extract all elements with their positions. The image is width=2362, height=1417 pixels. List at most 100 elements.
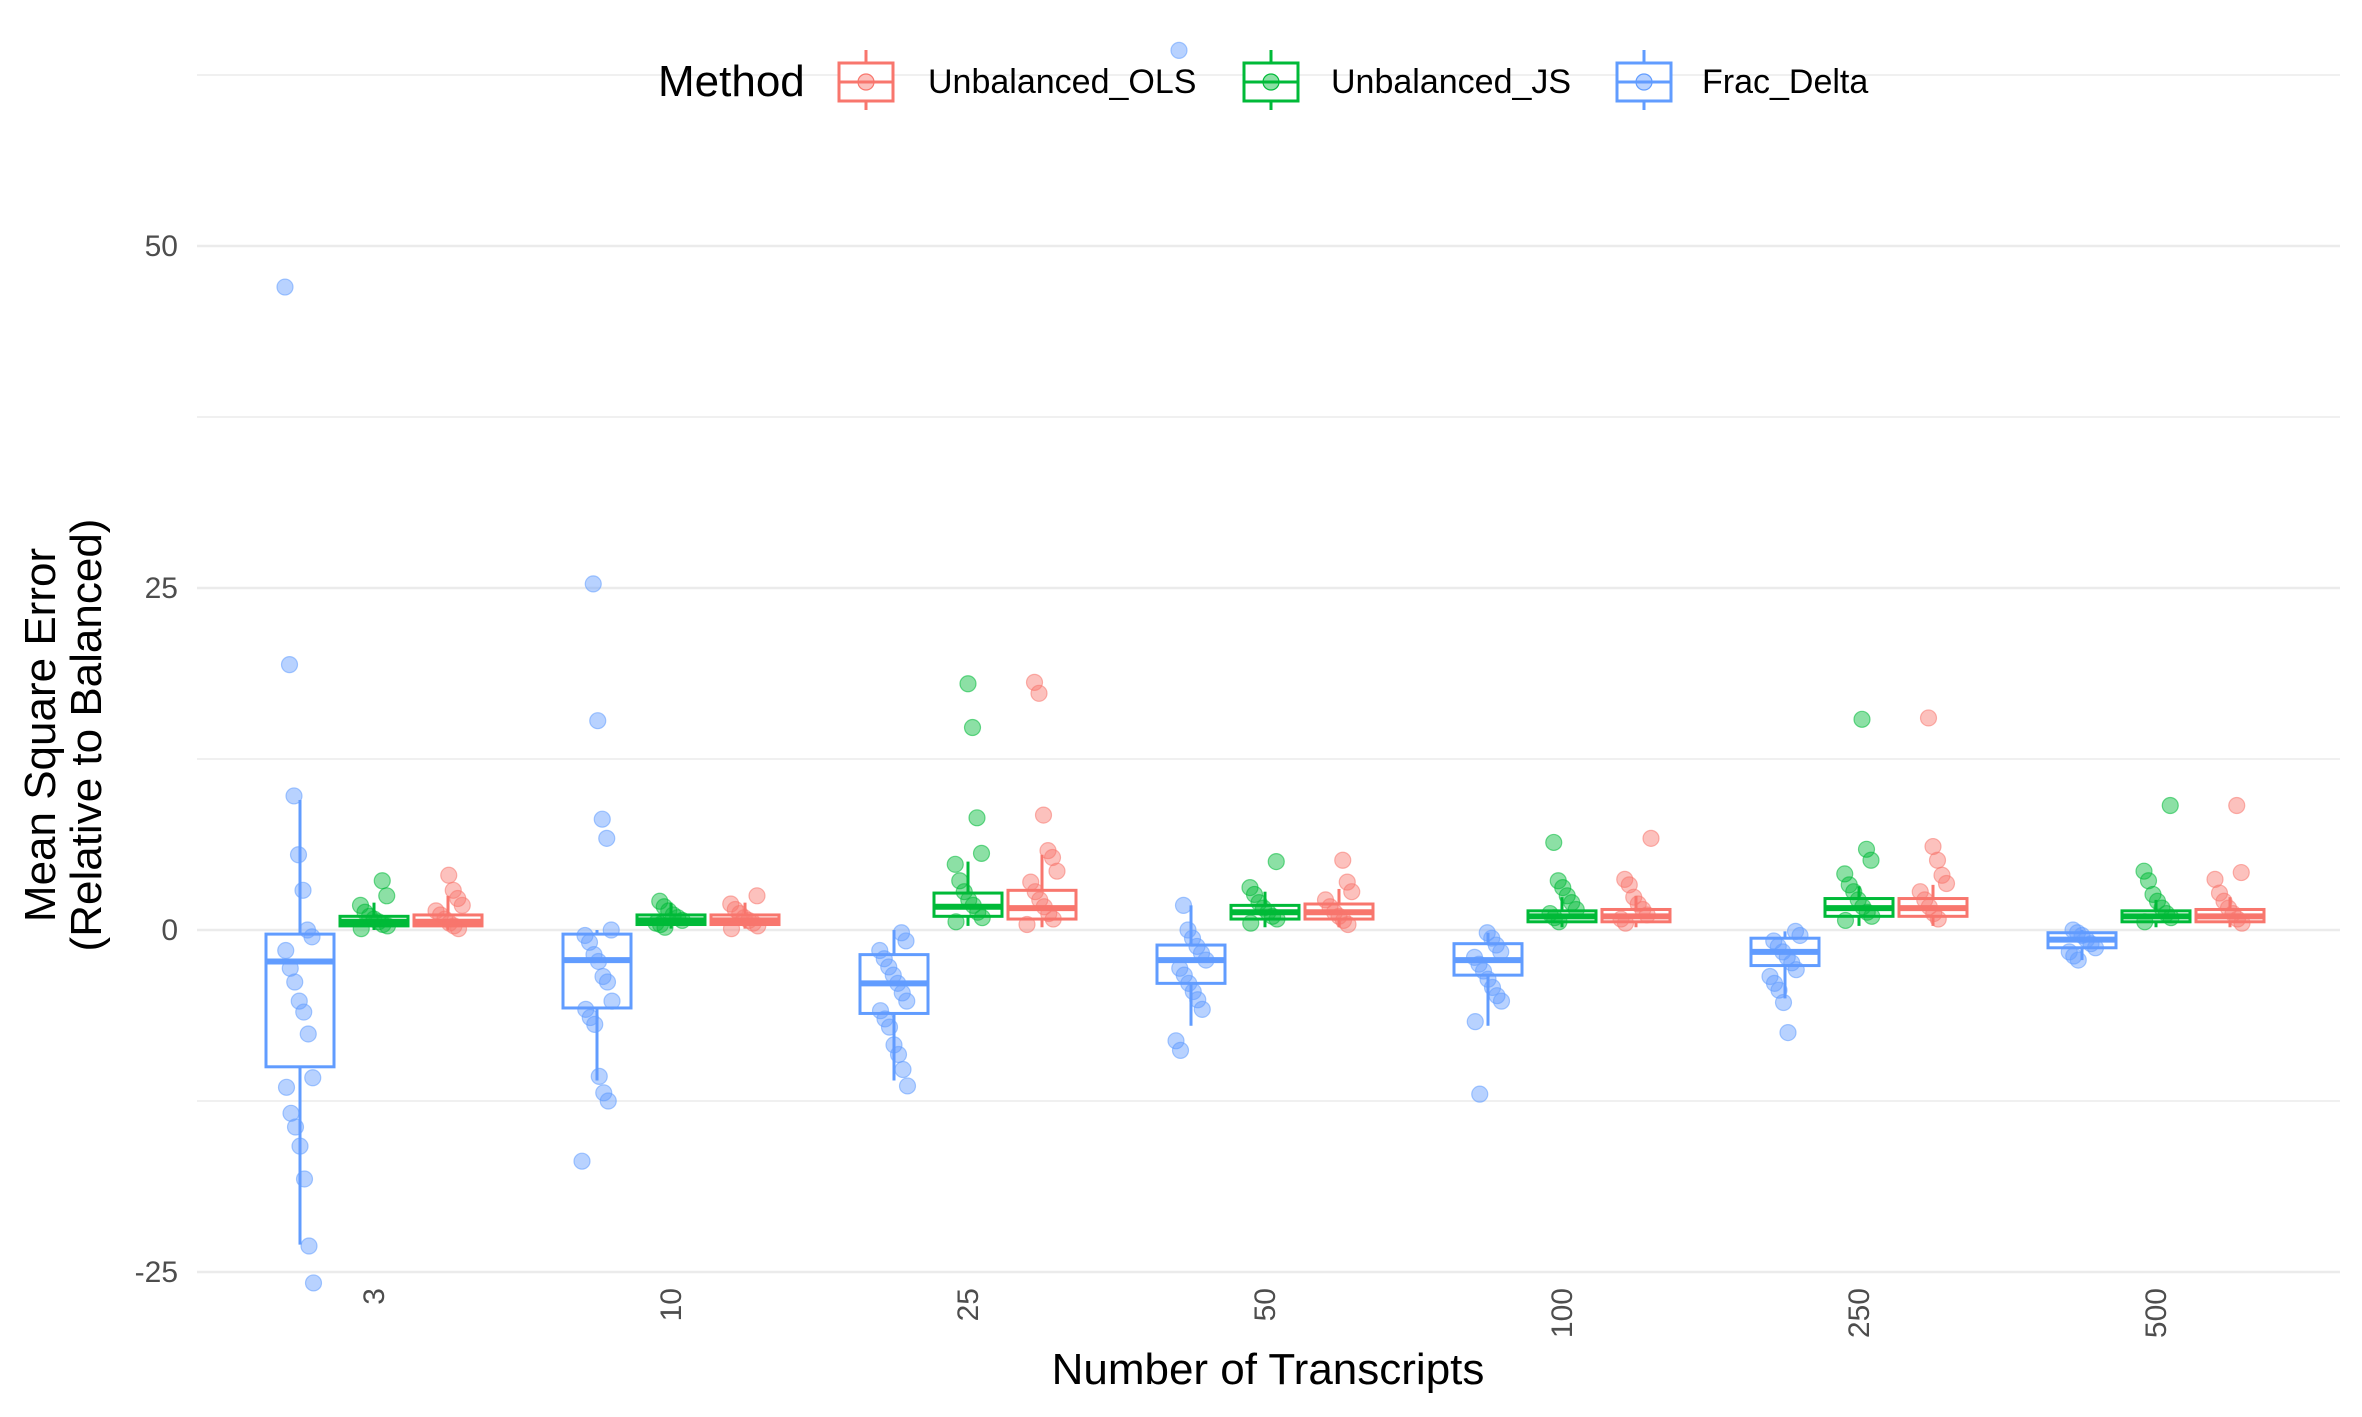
data-point xyxy=(1268,910,1286,928)
data-point xyxy=(1488,987,1506,1005)
data-point xyxy=(277,941,295,960)
box-group xyxy=(1452,932,1524,1026)
data-point xyxy=(603,992,621,1010)
data-point xyxy=(1787,961,1805,979)
data-point xyxy=(289,846,308,864)
data-point xyxy=(1170,41,1188,59)
box-group xyxy=(264,800,336,1245)
data-point xyxy=(1175,966,1193,984)
data-point xyxy=(2135,862,2153,880)
data-point xyxy=(875,950,893,968)
data-point xyxy=(885,1036,903,1054)
data-point xyxy=(960,891,978,909)
data-point xyxy=(959,675,977,693)
data-point xyxy=(1018,915,1036,934)
box-group xyxy=(932,861,1004,926)
data-point xyxy=(1474,962,1493,980)
data-point xyxy=(1242,914,1260,932)
data-point xyxy=(1338,873,1356,891)
data-point xyxy=(294,881,312,899)
legend-key xyxy=(1615,50,1673,110)
data-point xyxy=(1774,993,1793,1012)
data-point xyxy=(1779,1023,1797,1042)
data-point xyxy=(1925,904,1943,923)
data-point xyxy=(602,921,620,939)
data-point xyxy=(373,872,391,890)
y-axis-title: Mean Square Error (Relative to Balanced) xyxy=(16,519,111,952)
data-point xyxy=(1189,991,1207,1009)
data-point xyxy=(286,973,304,991)
legend-entry-label: Unbalanced_JS xyxy=(1331,63,1571,101)
data-point xyxy=(1184,982,1202,1001)
data-point xyxy=(1471,1085,1489,1103)
data-point xyxy=(880,1018,899,1036)
data-point xyxy=(894,1060,912,1079)
data-point xyxy=(1924,837,1942,856)
x-tick-label: 25 xyxy=(952,1288,985,1321)
data-point xyxy=(1267,852,1285,871)
data-point xyxy=(968,809,986,827)
data-point xyxy=(1862,851,1880,869)
data-point xyxy=(295,1003,313,1021)
data-point xyxy=(722,920,741,938)
x-tick-label: 500 xyxy=(2140,1288,2173,1338)
data-point xyxy=(1616,870,1634,888)
x-tick-label: 3 xyxy=(358,1288,391,1305)
grid-lines xyxy=(197,74,2340,1274)
data-point xyxy=(1616,914,1635,932)
data-point xyxy=(1863,907,1881,925)
data-point xyxy=(1030,684,1048,702)
data-point xyxy=(277,1078,296,1096)
data-point xyxy=(884,966,902,984)
data-point xyxy=(1836,911,1855,930)
data-point xyxy=(1343,883,1361,901)
data-point xyxy=(2232,863,2250,882)
data-point xyxy=(1044,910,1062,928)
data-point xyxy=(951,872,969,890)
data-point xyxy=(1778,948,1796,966)
data-point xyxy=(290,992,308,1010)
data-point xyxy=(1245,885,1264,904)
data-point xyxy=(1919,709,1938,727)
data-point xyxy=(599,1092,617,1110)
data-point xyxy=(947,913,965,931)
y-axis-title-line-2: (Relative to Balanced) xyxy=(62,519,111,952)
data-point xyxy=(898,1077,917,1095)
data-point xyxy=(972,844,991,862)
data-point xyxy=(1853,710,1871,728)
data-point xyxy=(1929,910,1947,928)
data-point xyxy=(449,920,468,938)
data-point xyxy=(1791,926,1809,945)
data-point xyxy=(1179,921,1197,939)
box-group xyxy=(561,930,633,1081)
data-point xyxy=(871,1002,890,1020)
data-point xyxy=(2086,939,2105,957)
data-point xyxy=(282,1104,300,1122)
data-point xyxy=(1567,900,1585,919)
data-point xyxy=(2136,913,2154,931)
data-point xyxy=(577,1000,595,1018)
data-points xyxy=(276,41,2251,1292)
data-point xyxy=(378,887,396,905)
data-point xyxy=(281,959,299,977)
data-point xyxy=(303,928,321,946)
data-point xyxy=(893,984,911,1002)
y-axis-ticks: -25 0 25 50 xyxy=(135,230,178,1289)
data-point xyxy=(871,941,889,960)
data-point xyxy=(1845,883,1863,901)
data-point xyxy=(300,1237,318,1255)
data-point xyxy=(1025,673,1044,691)
data-point xyxy=(286,1118,305,1136)
data-point xyxy=(276,278,294,296)
data-point xyxy=(1183,929,1202,947)
x-tick-label: 250 xyxy=(1843,1288,1876,1338)
data-point xyxy=(1928,851,1947,869)
data-point xyxy=(656,918,674,936)
data-point xyxy=(453,896,471,914)
y-tick-label: 25 xyxy=(145,572,178,605)
data-point xyxy=(352,920,370,938)
legend-entry-label: Frac_Delta xyxy=(1702,63,1868,101)
y-tick-label: -25 xyxy=(135,1256,178,1289)
